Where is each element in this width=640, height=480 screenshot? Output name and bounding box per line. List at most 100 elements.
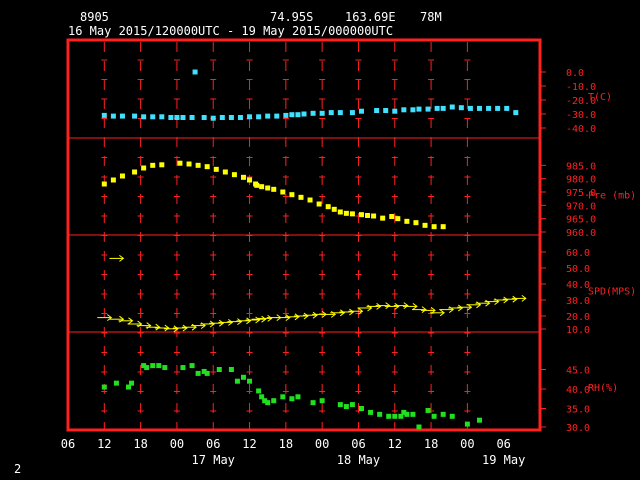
data-point-humidity <box>398 413 404 419</box>
wind-arrow <box>218 318 234 326</box>
data-point-temperature <box>449 104 455 110</box>
data-point-pressure <box>141 165 147 171</box>
data-point-humidity <box>349 402 355 408</box>
data-point-pressure <box>404 218 410 224</box>
x-tick-label: 18 <box>424 437 438 451</box>
data-point-humidity <box>126 384 132 390</box>
wind-arrow <box>330 309 346 317</box>
wind-arrow <box>411 306 427 314</box>
wind-arrow <box>245 316 261 324</box>
y-tick-label: 45.0 <box>566 366 590 377</box>
date-label: 17 May <box>192 453 235 467</box>
data-point-temperature <box>289 112 295 118</box>
data-point-temperature <box>504 105 510 111</box>
y-tick-label: 30.0 <box>566 296 590 307</box>
wind-arrow <box>109 254 125 262</box>
wind-arrow <box>251 315 267 323</box>
data-point-humidity <box>404 411 410 417</box>
data-point-temperature <box>467 105 473 111</box>
data-point-humidity <box>449 413 455 419</box>
data-point-pressure <box>325 204 331 210</box>
data-point-pressure <box>195 162 201 168</box>
plot-frame <box>66 38 542 432</box>
data-point-humidity <box>289 396 295 402</box>
y-tick-label: 10.0 <box>566 325 590 336</box>
y-tick-label: 985.0 <box>566 161 596 172</box>
data-point-temperature <box>458 105 464 111</box>
x-tick-label: 18 <box>279 437 293 451</box>
y-tick-label: 970.0 <box>566 201 596 212</box>
data-point-pressure <box>349 211 355 217</box>
y-tick-label: 50.0 <box>566 264 590 275</box>
elevation: 78M <box>420 10 442 24</box>
wind-arrow <box>339 308 355 316</box>
data-point-humidity <box>113 380 119 386</box>
data-point-temperature <box>174 115 180 120</box>
wind-arrow <box>284 313 300 321</box>
y-tick-label: 30.0 <box>566 423 590 434</box>
data-point-pressure <box>389 214 395 220</box>
data-point-temperature <box>228 115 234 120</box>
data-point-humidity <box>129 380 135 386</box>
data-point-humidity <box>144 365 150 371</box>
y-tick-label: 965.0 <box>566 215 596 226</box>
x-tick-label: 12 <box>242 437 256 451</box>
data-point-humidity <box>386 413 392 419</box>
data-point-temperature <box>210 115 216 121</box>
data-point-pressure <box>204 164 210 170</box>
y-tick-label: -30.0 <box>566 110 596 121</box>
data-point-humidity <box>368 409 374 415</box>
wind-arrow <box>236 317 252 325</box>
x-tick-label: 00 <box>315 437 329 451</box>
x-tick-label: 00 <box>460 437 474 451</box>
data-point-pressure <box>413 220 419 226</box>
data-point-temperature <box>401 107 407 113</box>
data-point-pressure <box>213 166 219 172</box>
x-tick-label: 18 <box>133 437 147 451</box>
wind-arrow <box>511 294 527 302</box>
wind-arrow <box>200 320 216 328</box>
station-id: 8905 <box>80 10 109 24</box>
data-point-pressure <box>431 224 437 230</box>
data-point-pressure <box>222 169 228 175</box>
wind-arrow <box>448 304 464 312</box>
data-point-pressure <box>307 197 313 203</box>
data-point-temperature <box>374 108 380 113</box>
data-point-temperature <box>159 114 165 120</box>
wind-arrow <box>293 312 309 320</box>
x-tick-label: 06 <box>206 437 220 451</box>
data-point-pressure <box>110 177 116 183</box>
page-number: 2 <box>14 462 22 476</box>
y-tick-label: 40.0 <box>566 385 590 396</box>
data-point-humidity <box>280 394 286 400</box>
wind-arrow <box>145 323 161 331</box>
data-point-humidity <box>337 402 343 408</box>
panel-label-humidity: RH(%) <box>588 383 618 394</box>
data-point-temperature <box>425 106 431 112</box>
data-point-humidity <box>464 421 470 427</box>
data-point-temperature <box>219 115 225 120</box>
data-point-temperature <box>349 110 355 116</box>
date-label: 19 May <box>482 453 525 467</box>
wind-arrow <box>163 325 179 333</box>
data-point-humidity <box>476 417 482 423</box>
y-tick-label: 60.0 <box>566 248 590 259</box>
data-point-humidity <box>216 367 222 372</box>
data-point-temperature <box>101 112 107 118</box>
data-point-temperature <box>192 69 198 75</box>
data-point-humidity <box>401 409 407 415</box>
data-point-pressure <box>280 189 286 195</box>
y-tick-label: 960.0 <box>566 228 596 239</box>
y-tick-label: 975.0 <box>566 188 596 199</box>
data-point-temperature <box>237 115 243 120</box>
wind-arrow <box>154 324 170 332</box>
data-point-humidity <box>247 378 253 384</box>
data-point-temperature <box>383 108 389 113</box>
period-label: 16 May 2015/120000UTC - 19 May 2015/0000… <box>68 24 394 38</box>
y-tick-label: 40.0 <box>566 280 590 291</box>
data-point-temperature <box>201 115 207 120</box>
data-point-pressure <box>316 201 322 207</box>
data-point-pressure <box>254 182 260 188</box>
wind-arrow <box>384 302 400 310</box>
